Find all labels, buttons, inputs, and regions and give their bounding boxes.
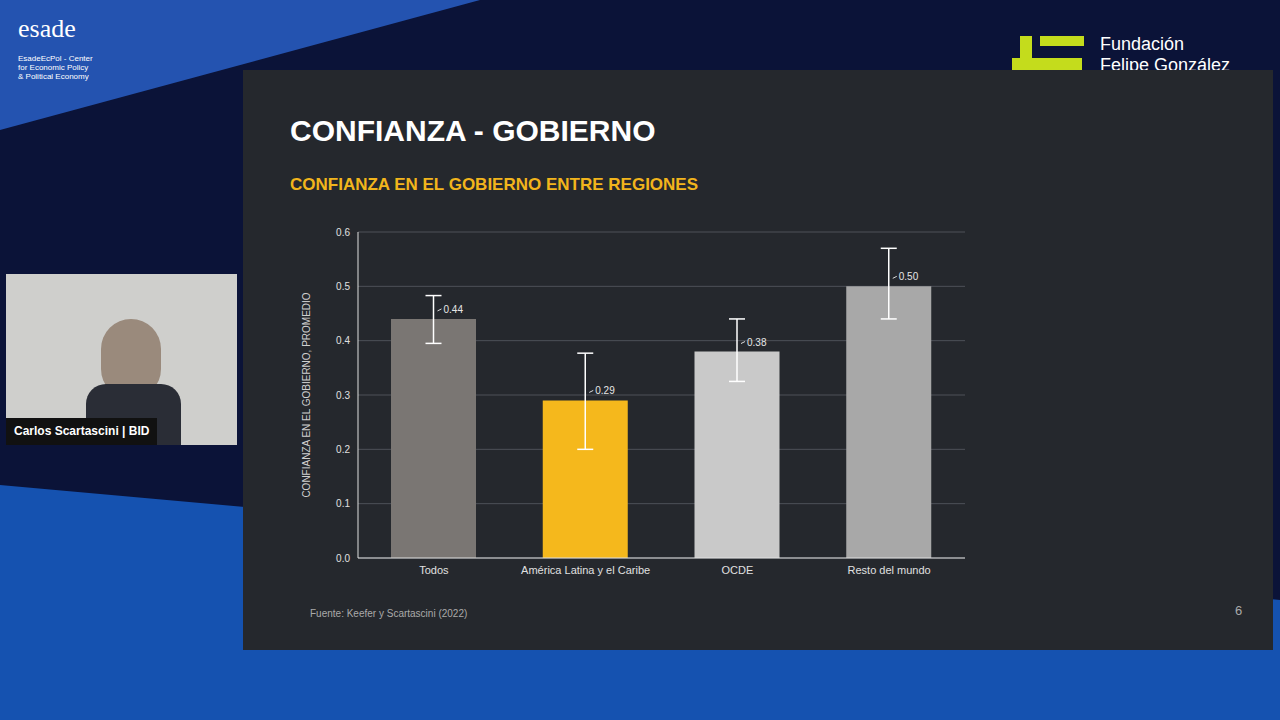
html-text:CONFIANZA EN EL GOBIERNO ENTRE: CONFIANZA EN EL GOBIERNO ENTRE REGIONES: [290, 175, 698, 194]
svg-text:0.5: 0.5: [336, 281, 350, 292]
svg-text:0.6: 0.6: [336, 227, 350, 238]
svg-text:0.1: 0.1: [336, 498, 350, 509]
svg-text:CONFIANZA EN EL GOBIERNO, PROM: CONFIANZA EN EL GOBIERNO, PROMEDIO: [301, 292, 312, 497]
html-text:esade: esade: [18, 14, 76, 43]
svg-text:0.44: 0.44: [444, 304, 464, 315]
html-text:CONFIANZA - GOBIERNO: CONFIANZA - GOBIERNO: [290, 114, 656, 147]
html-text:Fuente: Keefer y Scartascini (: Fuente: Keefer y Scartascini (2022): [310, 608, 468, 619]
html-text:EsadeEcPol - Center: EsadeEcPol - Center: [18, 54, 93, 63]
html-text:& Political Economy: & Political Economy: [18, 72, 89, 81]
svg-text:0.4: 0.4: [336, 335, 350, 346]
svg-text:0.2: 0.2: [336, 444, 350, 455]
html-text:Fundación: Fundación: [1100, 34, 1185, 54]
html-text:for Economic Policy: for Economic Policy: [18, 63, 89, 72]
svg-text:Todos: Todos: [419, 564, 449, 576]
svg-text:0.29: 0.29: [595, 385, 615, 396]
svg-text:0.3: 0.3: [336, 390, 350, 401]
svg-text:0.0: 0.0: [336, 553, 350, 564]
svg-text:0.38: 0.38: [747, 337, 767, 348]
svg-text:América Latina y el Caribe: América Latina y el Caribe: [521, 564, 650, 576]
svg-text:OCDE: OCDE: [721, 564, 753, 576]
html-text:Felipe González: Felipe González: [1100, 55, 1231, 75]
svg-text:0.50: 0.50: [899, 271, 919, 282]
svg-text:Resto del mundo: Resto del mundo: [848, 564, 931, 576]
html-text:6: 6: [1235, 603, 1243, 618]
html-text:Carlos Scartascini | BID: Carlos Scartascini | BID: [14, 424, 150, 438]
